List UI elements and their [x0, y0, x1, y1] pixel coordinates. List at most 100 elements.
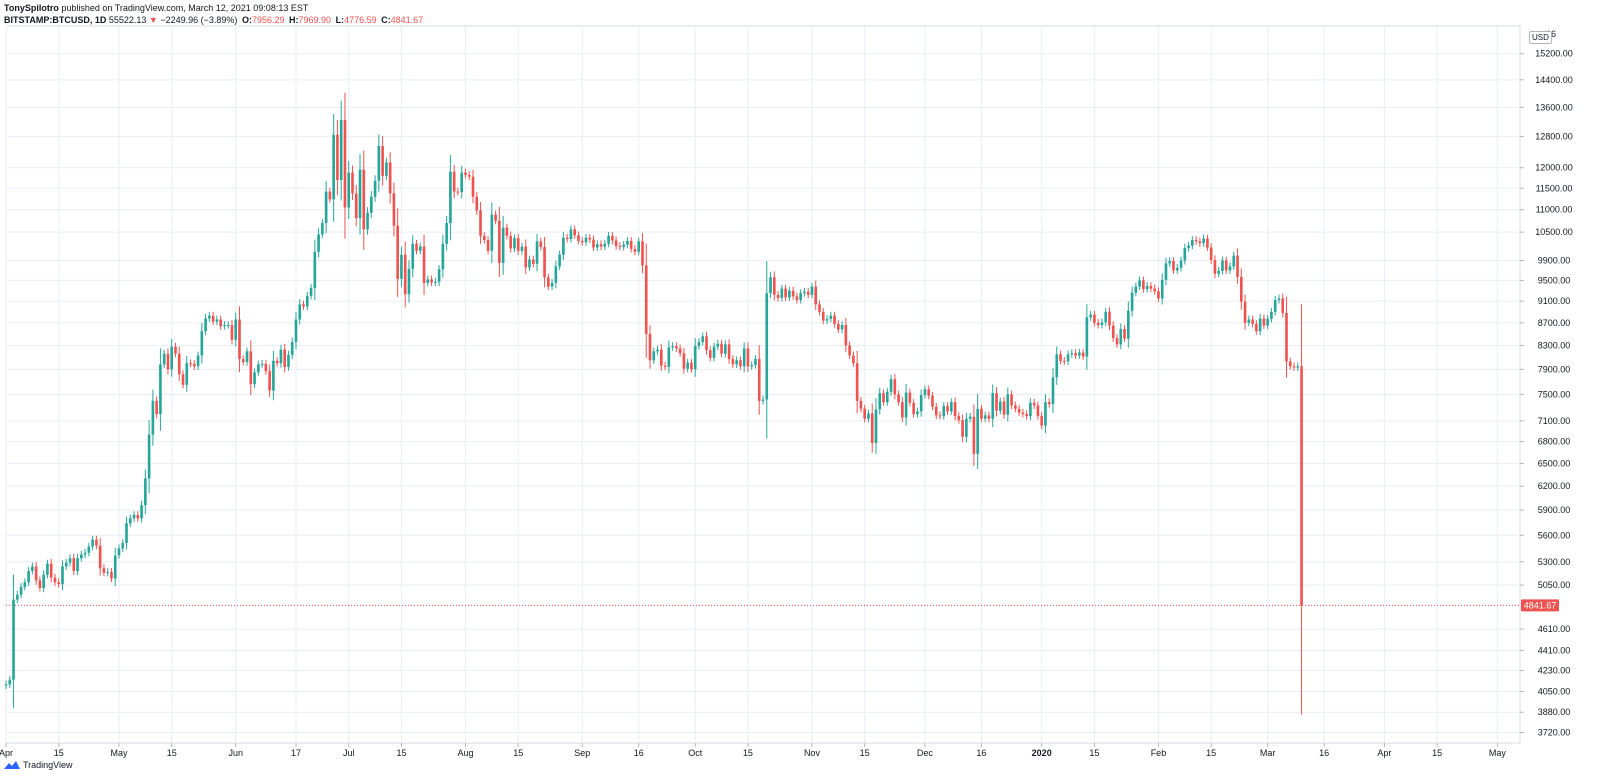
- candle-body[interactable]: [757, 359, 761, 401]
- candle-body[interactable]: [995, 393, 998, 411]
- candle-body[interactable]: [931, 395, 934, 407]
- candle-body[interactable]: [750, 365, 754, 367]
- candle-body[interactable]: [475, 196, 479, 211]
- candle-body[interactable]: [1029, 402, 1032, 417]
- candle-body[interactable]: [1032, 402, 1036, 406]
- candle-body[interactable]: [840, 325, 844, 330]
- candle-body[interactable]: [72, 558, 76, 571]
- candle-body[interactable]: [155, 400, 158, 415]
- candle-body[interactable]: [859, 400, 863, 409]
- candle-body[interactable]: [1300, 366, 1303, 606]
- candle-body[interactable]: [1236, 255, 1239, 277]
- candle-body[interactable]: [520, 246, 524, 251]
- candle-body[interactable]: [339, 119, 343, 180]
- candle-body[interactable]: [336, 134, 339, 180]
- candle-body[interactable]: [1168, 260, 1172, 264]
- candle-body[interactable]: [1221, 260, 1224, 271]
- candle-body[interactable]: [1108, 311, 1111, 326]
- candle-body[interactable]: [159, 364, 162, 415]
- candle-body[interactable]: [547, 277, 550, 287]
- candle-body[interactable]: [927, 389, 931, 396]
- candle-body[interactable]: [479, 210, 482, 236]
- candle-body[interactable]: [1160, 279, 1164, 299]
- candle-body[interactable]: [701, 336, 705, 343]
- candle-body[interactable]: [686, 362, 689, 369]
- candle-body[interactable]: [1288, 361, 1292, 367]
- candle-body[interactable]: [486, 239, 490, 251]
- candle-body[interactable]: [132, 515, 136, 519]
- candle-body[interactable]: [1138, 280, 1141, 287]
- candle-body[interactable]: [1292, 366, 1296, 368]
- candle-body[interactable]: [795, 296, 799, 301]
- candle-body[interactable]: [174, 346, 177, 354]
- candle-body[interactable]: [1025, 414, 1028, 417]
- candle-body[interactable]: [144, 478, 147, 506]
- candle-body[interactable]: [1232, 255, 1236, 267]
- candle-body[interactable]: [445, 223, 448, 244]
- candle-body[interactable]: [513, 238, 516, 249]
- candle-body[interactable]: [279, 349, 283, 364]
- candle-body[interactable]: [362, 169, 366, 230]
- candle-body[interactable]: [347, 172, 351, 208]
- candle-body[interactable]: [1130, 292, 1134, 311]
- candle-body[interactable]: [505, 227, 509, 236]
- candle-body[interactable]: [290, 342, 294, 355]
- candle-body[interactable]: [196, 355, 200, 367]
- candle-body[interactable]: [1145, 286, 1149, 290]
- candle-body[interactable]: [498, 220, 501, 263]
- candle-body[interactable]: [460, 172, 464, 193]
- candle-body[interactable]: [667, 347, 671, 367]
- candle-body[interactable]: [1262, 318, 1266, 326]
- candle-body[interactable]: [810, 286, 814, 295]
- candle-body[interactable]: [908, 392, 912, 403]
- candle-body[interactable]: [727, 344, 731, 360]
- candle-body[interactable]: [953, 402, 957, 417]
- candle-body[interactable]: [57, 582, 61, 585]
- candle-body[interactable]: [961, 420, 964, 437]
- candle-body[interactable]: [912, 402, 915, 415]
- candle-body[interactable]: [814, 286, 818, 305]
- candle-body[interactable]: [302, 304, 305, 307]
- candle-body[interactable]: [147, 434, 151, 479]
- candle-body[interactable]: [772, 277, 776, 295]
- candle-body[interactable]: [799, 293, 802, 301]
- candle-body[interactable]: [769, 277, 772, 294]
- candle-body[interactable]: [1051, 377, 1055, 405]
- candle-body[interactable]: [354, 193, 358, 219]
- candle-body[interactable]: [788, 290, 791, 298]
- candle-body[interactable]: [1247, 319, 1251, 323]
- candle-body[interactable]: [370, 196, 373, 213]
- candle-body[interactable]: [23, 582, 27, 588]
- candle-body[interactable]: [987, 415, 991, 419]
- candle-body[interactable]: [283, 349, 287, 367]
- candle-body[interactable]: [867, 413, 870, 419]
- candle-body[interactable]: [848, 345, 851, 356]
- candle-body[interactable]: [1175, 267, 1179, 271]
- candle-body[interactable]: [558, 254, 561, 267]
- candle-body[interactable]: [238, 319, 241, 360]
- candle-body[interactable]: [641, 241, 644, 266]
- candle-body[interactable]: [761, 399, 765, 401]
- candle-body[interactable]: [569, 229, 573, 240]
- candle-body[interactable]: [162, 353, 166, 365]
- candle-body[interactable]: [765, 293, 769, 400]
- candle-body[interactable]: [260, 363, 264, 365]
- candle-body[interactable]: [675, 346, 678, 349]
- candle-body[interactable]: [1021, 412, 1025, 415]
- candle-body[interactable]: [1010, 394, 1013, 406]
- candle-body[interactable]: [1081, 352, 1085, 357]
- candle-body[interactable]: [690, 362, 693, 370]
- candle-body[interactable]: [4, 684, 8, 686]
- candle-body[interactable]: [110, 571, 113, 579]
- candle-body[interactable]: [976, 408, 979, 454]
- candle-body[interactable]: [403, 254, 407, 295]
- candle-body[interactable]: [211, 315, 215, 322]
- candle-body[interactable]: [313, 251, 317, 289]
- candle-body[interactable]: [396, 225, 399, 279]
- candle-body[interactable]: [208, 315, 211, 319]
- candle-body[interactable]: [219, 319, 222, 327]
- candle-body[interactable]: [614, 240, 618, 247]
- candle-body[interactable]: [241, 359, 245, 363]
- candle-body[interactable]: [942, 406, 946, 417]
